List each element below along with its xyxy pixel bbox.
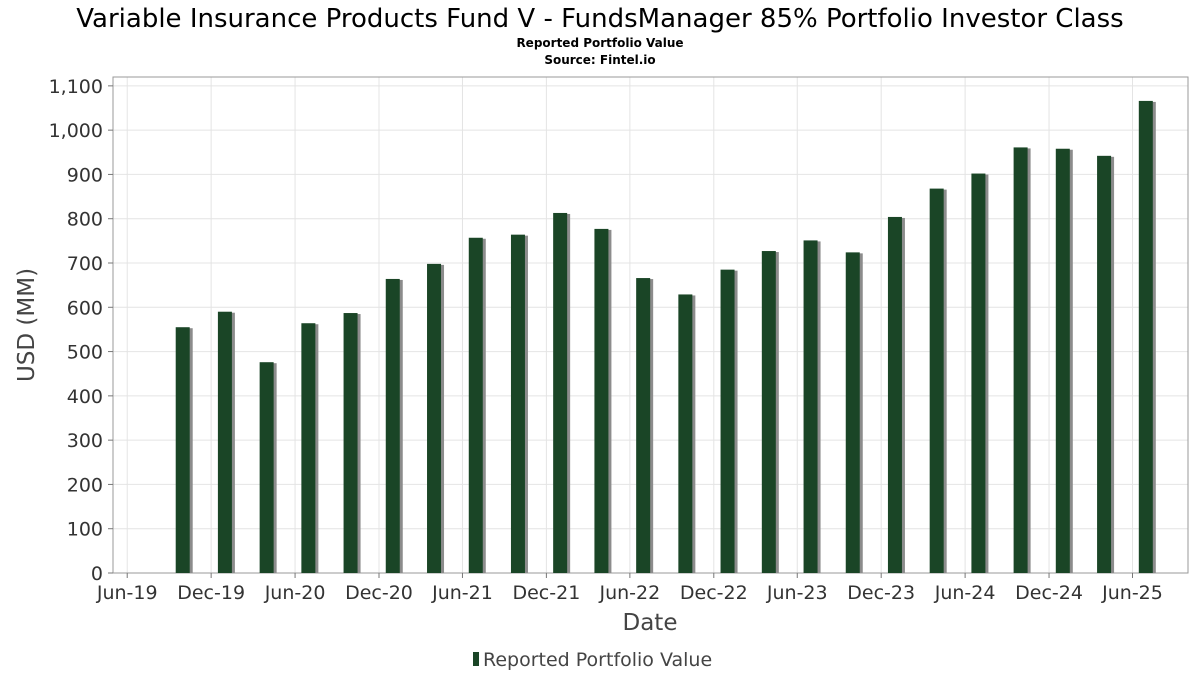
y-axis: 0 100 200 300 400 500 600 700 800 900 1,000 1,100 bbox=[49, 76, 113, 585]
y-tick-label: 600 bbox=[67, 297, 103, 319]
bar bbox=[971, 173, 986, 574]
bar bbox=[1013, 147, 1028, 573]
chart-source: Source: Fintel.io bbox=[544, 53, 655, 67]
y-tick-label: 100 bbox=[67, 519, 103, 541]
y-tick-label: 200 bbox=[67, 474, 103, 496]
bar bbox=[385, 278, 400, 573]
legend-swatch bbox=[473, 652, 479, 666]
bar bbox=[845, 252, 860, 573]
bar bbox=[343, 313, 358, 573]
y-tick-label: 400 bbox=[67, 386, 103, 408]
y-tick-label: 300 bbox=[67, 430, 103, 452]
y-tick-label: 1,000 bbox=[49, 120, 103, 142]
x-tick-label: Jun-21 bbox=[431, 582, 493, 604]
bar bbox=[553, 212, 568, 573]
bar bbox=[427, 263, 442, 573]
bar bbox=[887, 216, 902, 573]
y-tick-label: 500 bbox=[67, 342, 103, 364]
x-axis-label: Date bbox=[623, 610, 678, 636]
bar bbox=[1055, 148, 1070, 573]
x-tick-label: Dec-20 bbox=[345, 582, 413, 604]
bar bbox=[217, 311, 232, 573]
y-tick-label: 1,100 bbox=[49, 76, 103, 98]
chart-subtitle: Reported Portfolio Value bbox=[516, 36, 683, 50]
bar bbox=[1097, 155, 1112, 574]
bar bbox=[803, 240, 818, 573]
bar bbox=[929, 188, 944, 573]
x-tick-label: Jun-19 bbox=[96, 582, 158, 604]
x-tick-label: Dec-24 bbox=[1015, 582, 1083, 604]
y-tick-label: 700 bbox=[67, 253, 103, 275]
bar bbox=[594, 228, 609, 573]
x-tick-label: Dec-21 bbox=[512, 582, 580, 604]
y-tick-label: 900 bbox=[67, 164, 103, 186]
x-tick-label: Dec-23 bbox=[847, 582, 915, 604]
y-tick-label: 800 bbox=[67, 209, 103, 231]
x-tick-label: Jun-24 bbox=[934, 582, 996, 604]
x-tick-label: Jun-25 bbox=[1101, 582, 1163, 604]
bar bbox=[720, 269, 735, 573]
bar bbox=[175, 327, 190, 573]
x-axis: Jun-19 Dec-19 Jun-20 Dec-20 Jun-21 Dec-21 Jun-… bbox=[96, 573, 1163, 604]
x-tick-label: Jun-22 bbox=[598, 582, 660, 604]
legend-label: Reported Portfolio Value bbox=[483, 649, 712, 671]
gridlines bbox=[113, 77, 1188, 574]
x-tick-label: Dec-22 bbox=[680, 582, 748, 604]
bar bbox=[468, 237, 483, 573]
bar bbox=[1138, 100, 1153, 574]
bar bbox=[678, 294, 693, 573]
bar bbox=[301, 323, 316, 573]
legend: Reported Portfolio Value bbox=[473, 649, 712, 671]
y-axis-label: USD (MM) bbox=[14, 268, 40, 382]
y-tick-label: 0 bbox=[91, 563, 103, 585]
bar bbox=[510, 234, 525, 573]
bar bbox=[636, 278, 651, 573]
bar bbox=[259, 362, 274, 573]
bar bbox=[761, 251, 776, 574]
x-tick-label: Dec-19 bbox=[177, 582, 245, 604]
bar-series bbox=[175, 100, 1156, 574]
chart-title: Variable Insurance Products Fund V - Fun… bbox=[76, 4, 1123, 34]
x-tick-label: Jun-20 bbox=[264, 582, 326, 604]
x-tick-label: Jun-23 bbox=[766, 582, 828, 604]
